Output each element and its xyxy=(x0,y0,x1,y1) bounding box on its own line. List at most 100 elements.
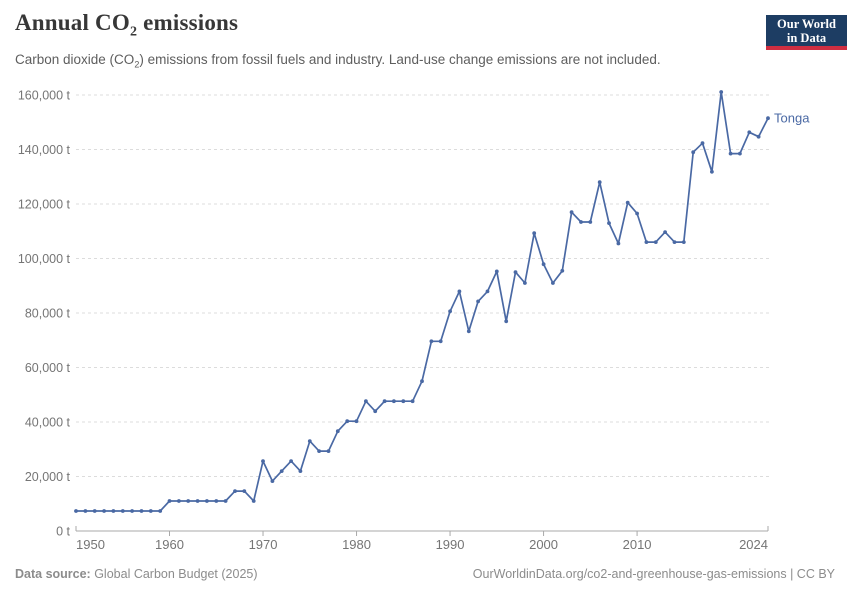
data-point[interactable] xyxy=(205,499,209,503)
subtitle-subscript: 2 xyxy=(134,59,140,70)
data-point[interactable] xyxy=(541,262,546,267)
y-axis-tick-label: 100,000 t xyxy=(18,252,71,266)
data-point[interactable] xyxy=(158,509,163,513)
data-point[interactable] xyxy=(579,220,583,224)
data-point[interactable] xyxy=(420,379,424,384)
data-point[interactable] xyxy=(223,499,228,503)
data-point[interactable] xyxy=(551,281,555,285)
data-point[interactable] xyxy=(392,399,396,404)
data-point[interactable] xyxy=(307,439,312,443)
data-point[interactable] xyxy=(663,230,667,235)
data-point[interactable] xyxy=(438,339,443,344)
data-point[interactable] xyxy=(644,240,649,245)
x-axis-tick-label: 1950 xyxy=(76,537,105,552)
data-point[interactable] xyxy=(607,221,611,226)
owid-logo[interactable]: Our World in Data xyxy=(766,15,847,50)
data-point[interactable] xyxy=(625,200,630,205)
data-point[interactable] xyxy=(560,268,565,273)
data-point[interactable] xyxy=(382,399,387,404)
data-point[interactable] xyxy=(92,509,97,513)
data-point[interactable] xyxy=(251,499,256,503)
data-point[interactable] xyxy=(261,459,265,463)
data-point[interactable] xyxy=(401,399,406,404)
data-point[interactable] xyxy=(298,469,303,473)
series-label-tonga[interactable]: Tonga xyxy=(774,111,810,126)
y-axis-tick-label: 120,000 t xyxy=(18,198,71,212)
data-point[interactable] xyxy=(597,180,602,185)
data-point[interactable] xyxy=(120,509,125,513)
data-point[interactable] xyxy=(167,499,172,503)
data-point[interactable] xyxy=(354,419,359,424)
data-point[interactable] xyxy=(728,151,733,156)
data-point[interactable] xyxy=(700,141,705,146)
data-point[interactable] xyxy=(139,509,144,513)
data-line-tonga[interactable] xyxy=(75,91,769,512)
data-point[interactable] xyxy=(102,509,106,513)
data-point[interactable] xyxy=(457,289,462,294)
data-point[interactable] xyxy=(672,240,677,245)
data-point[interactable] xyxy=(279,469,284,473)
owid-url-link[interactable]: OurWorldinData.org/co2-and-greenhouse-ga… xyxy=(472,567,835,581)
data-point[interactable] xyxy=(476,299,480,304)
data-point[interactable] xyxy=(504,319,509,324)
data-point[interactable] xyxy=(588,220,593,224)
data-source-label: Data source: xyxy=(15,567,91,581)
data-point[interactable] xyxy=(214,499,219,503)
data-point[interactable] xyxy=(653,240,658,245)
data-point[interactable] xyxy=(410,399,415,404)
x-axis-tick-label: 2010 xyxy=(623,537,652,552)
data-point[interactable] xyxy=(233,489,237,493)
data-point[interactable] xyxy=(710,169,714,174)
chart-subtitle: Carbon dioxide (CO2) emissions from foss… xyxy=(15,52,661,70)
x-axis-tick-label: 1990 xyxy=(436,537,465,552)
x-axis-tick-label: 2024 xyxy=(739,537,768,552)
data-point[interactable] xyxy=(429,339,434,344)
y-axis-tick-label: 0 t xyxy=(56,525,70,539)
data-point[interactable] xyxy=(326,449,331,453)
data-point[interactable] xyxy=(148,509,153,513)
data-point[interactable] xyxy=(635,211,639,216)
data-point[interactable] xyxy=(738,151,742,156)
data-point[interactable] xyxy=(569,210,574,215)
data-point[interactable] xyxy=(494,269,499,274)
x-axis-tick-label: 1970 xyxy=(249,537,278,552)
y-axis-tick-label: 140,000 t xyxy=(18,143,71,157)
data-point[interactable] xyxy=(466,329,471,334)
data-point[interactable] xyxy=(111,509,116,513)
data-point[interactable] xyxy=(242,489,247,493)
data-point[interactable] xyxy=(681,240,686,245)
y-axis-tick-label: 160,000 t xyxy=(18,89,71,103)
data-point[interactable] xyxy=(523,281,527,285)
owid-logo-line2: in Data xyxy=(786,30,827,45)
data-point[interactable] xyxy=(83,509,88,513)
data-point[interactable] xyxy=(364,399,368,404)
data-point[interactable] xyxy=(335,429,340,434)
y-axis-tick-label: 80,000 t xyxy=(25,307,71,321)
data-point[interactable] xyxy=(270,479,275,483)
data-point[interactable] xyxy=(616,241,621,246)
data-point[interactable] xyxy=(766,116,770,121)
x-axis-tick-label: 1980 xyxy=(342,537,371,552)
data-point[interactable] xyxy=(74,509,78,513)
data-point[interactable] xyxy=(345,419,350,424)
data-point[interactable] xyxy=(373,409,378,414)
data-point[interactable] xyxy=(289,459,293,463)
y-axis-tick-label: 60,000 t xyxy=(25,361,71,375)
data-point[interactable] xyxy=(532,231,537,236)
data-point[interactable] xyxy=(186,499,191,503)
data-point[interactable] xyxy=(485,289,490,294)
data-point[interactable] xyxy=(195,499,200,503)
data-point[interactable] xyxy=(130,509,135,513)
data-point[interactable] xyxy=(756,134,761,139)
y-axis-tick-label: 20,000 t xyxy=(25,470,71,484)
page-title: Annual CO2 emissions xyxy=(15,10,239,40)
data-point[interactable] xyxy=(691,150,696,155)
data-point[interactable] xyxy=(448,309,452,314)
data-point[interactable] xyxy=(747,130,752,135)
data-point[interactable] xyxy=(719,90,724,94)
data-point[interactable] xyxy=(513,270,518,274)
data-point[interactable] xyxy=(317,449,321,453)
data-point[interactable] xyxy=(177,499,181,503)
